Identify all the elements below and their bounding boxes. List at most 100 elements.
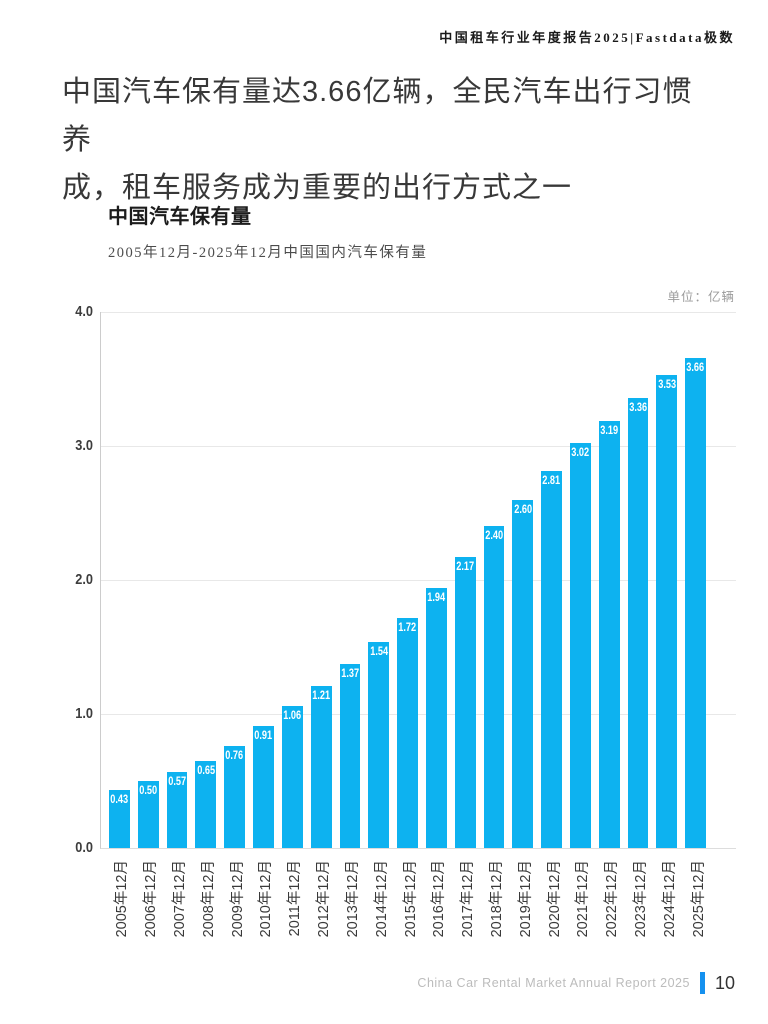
x-cell: 2013年12月 [339, 856, 361, 961]
gridline [101, 714, 736, 715]
x-tick-label: 2008年12月 [200, 860, 217, 938]
x-tick-label: 2016年12月 [431, 860, 448, 938]
y-tick-label: 1.0 [75, 705, 93, 722]
x-cell: 2008年12月 [194, 856, 217, 961]
x-tick-label: 2020年12月 [546, 860, 563, 938]
bar: 3.66 [685, 357, 707, 848]
x-cell: 2022年12月 [598, 856, 621, 961]
bar-value-label: 3.02 [571, 447, 590, 460]
x-axis-labels: 2005年12月 2006年12月 2007年12月 2008年12月 2009年12月… [100, 856, 735, 961]
x-cell: 2011年12月 [281, 856, 304, 961]
x-cell: 2017年12月 [454, 856, 477, 961]
bar-value-label: 2.17 [456, 561, 475, 574]
bar-value-label: 1.21 [312, 689, 331, 702]
x-tick-label: 2012年12月 [316, 860, 333, 938]
bar-value-label: 2.40 [485, 530, 503, 543]
x-cell: 2006年12月 [137, 856, 160, 961]
x-tick-label: 2014年12月 [373, 860, 390, 938]
bar-value-label: 2.60 [513, 503, 532, 516]
bars-container: 0.43 0.50 0.57 0.65 0.76 0.91 1.06 1.21 1.37 1.54… [109, 312, 707, 848]
page-title-line1: 中国汽车保有量达3.66亿辆，全民汽车出行习惯养 [62, 76, 693, 156]
gridline [101, 312, 736, 313]
x-cell: 2025年12月 [684, 856, 707, 961]
bar-value-label: 0.50 [139, 785, 158, 797]
bar-value-label: 3.53 [657, 378, 676, 391]
bar-value-label: 0.43 [110, 794, 129, 807]
bar: 1.21 [310, 685, 332, 848]
chart-title: 中国汽车保有量 [108, 206, 252, 228]
x-tick-label: 2009年12月 [229, 860, 246, 938]
x-tick-label: 2019年12月 [517, 860, 534, 938]
x-tick-label: 2023年12月 [633, 860, 650, 938]
bar-value-label: 0.65 [196, 764, 215, 777]
footer-report-name: China Car Rental Market Annual Report 20… [417, 976, 690, 990]
bar: 1.06 [281, 705, 303, 848]
page-footer: China Car Rental Market Annual Report 20… [417, 972, 735, 994]
x-cell: 2023年12月 [627, 856, 650, 961]
x-cell: 2009年12月 [223, 856, 246, 961]
bar-value-label: 2.81 [542, 475, 561, 488]
bar: 3.53 [656, 374, 678, 848]
x-cell: 2021年12月 [569, 856, 592, 961]
x-tick-label: 2006年12月 [143, 860, 160, 938]
report-header: 中国租车行业年度报告2025|Fastdata极数 [439, 30, 735, 45]
bar: 2.40 [483, 526, 505, 848]
x-tick-label: 2022年12月 [604, 860, 621, 938]
x-cell: 2012年12月 [310, 856, 333, 961]
bar: 2.17 [454, 557, 476, 848]
x-cell: 2020年12月 [540, 856, 563, 961]
bar-value-label: 0.57 [168, 775, 186, 788]
bar: 0.91 [253, 726, 274, 848]
bar-value-label: 3.36 [629, 401, 647, 414]
y-tick-label: 3.0 [75, 437, 93, 454]
bar: 2.81 [541, 471, 562, 848]
x-cell: 2007年12月 [166, 856, 189, 961]
bar-value-label: 1.94 [427, 592, 446, 605]
bar: 2.60 [512, 499, 534, 848]
x-tick-label: 2025年12月 [690, 860, 707, 938]
x-cell: 2014年12月 [367, 856, 390, 961]
x-cell: 2015年12月 [396, 856, 419, 961]
x-tick-label: 2011年12月 [287, 860, 304, 937]
y-tick-label: 0.0 [75, 839, 93, 856]
bar-value-label: 0.91 [254, 730, 273, 743]
bar-value-label: 3.66 [686, 361, 705, 374]
bar: 1.72 [397, 617, 418, 848]
bar-value-label: 1.37 [340, 668, 359, 681]
x-cell: 2024年12月 [655, 856, 678, 961]
bar-value-label: 3.19 [600, 424, 619, 437]
bar: 0.76 [224, 746, 246, 848]
bar-value-label: 1.54 [369, 645, 388, 658]
bar-value-label: 1.06 [283, 709, 302, 722]
bar: 1.54 [368, 641, 390, 848]
bar: 1.94 [425, 588, 447, 848]
bar: 1.37 [339, 664, 361, 848]
x-tick-label: 2010年12月 [258, 860, 275, 938]
x-tick-label: 2013年12月 [344, 860, 361, 938]
x-cell: 2019年12月 [511, 856, 534, 961]
page-title: 中国汽车保有量达3.66亿辆，全民汽车出行习惯养 成，租车服务成为重要的出行方式… [62, 68, 722, 212]
bar: 3.02 [570, 443, 591, 848]
x-tick-label: 2015年12月 [402, 860, 419, 938]
page-title-line2: 成，租车服务成为重要的出行方式之一 [62, 172, 573, 204]
y-tick-label: 4.0 [75, 303, 93, 320]
x-cell: 2010年12月 [252, 856, 275, 961]
bar: 0.57 [166, 771, 188, 848]
page-number: 10 [714, 972, 735, 993]
x-tick-label: 2007年12月 [172, 860, 189, 938]
bar: 0.65 [195, 760, 217, 848]
gridline [101, 580, 736, 581]
footer-accent-bar [699, 972, 705, 994]
bar: 0.50 [137, 781, 159, 848]
x-tick-label: 2018年12月 [488, 860, 505, 938]
bar-value-label: 0.76 [225, 750, 244, 763]
x-tick-label: 2024年12月 [661, 860, 678, 938]
x-tick-label: 2021年12月 [575, 860, 592, 938]
x-cell: 2005年12月 [108, 856, 130, 961]
bar-value-label: 1.72 [398, 621, 417, 634]
bar: 0.43 [109, 790, 130, 848]
gridline [101, 446, 736, 447]
x-tick-label: 2017年12月 [460, 860, 477, 938]
x-cell: 2016年12月 [425, 856, 448, 961]
